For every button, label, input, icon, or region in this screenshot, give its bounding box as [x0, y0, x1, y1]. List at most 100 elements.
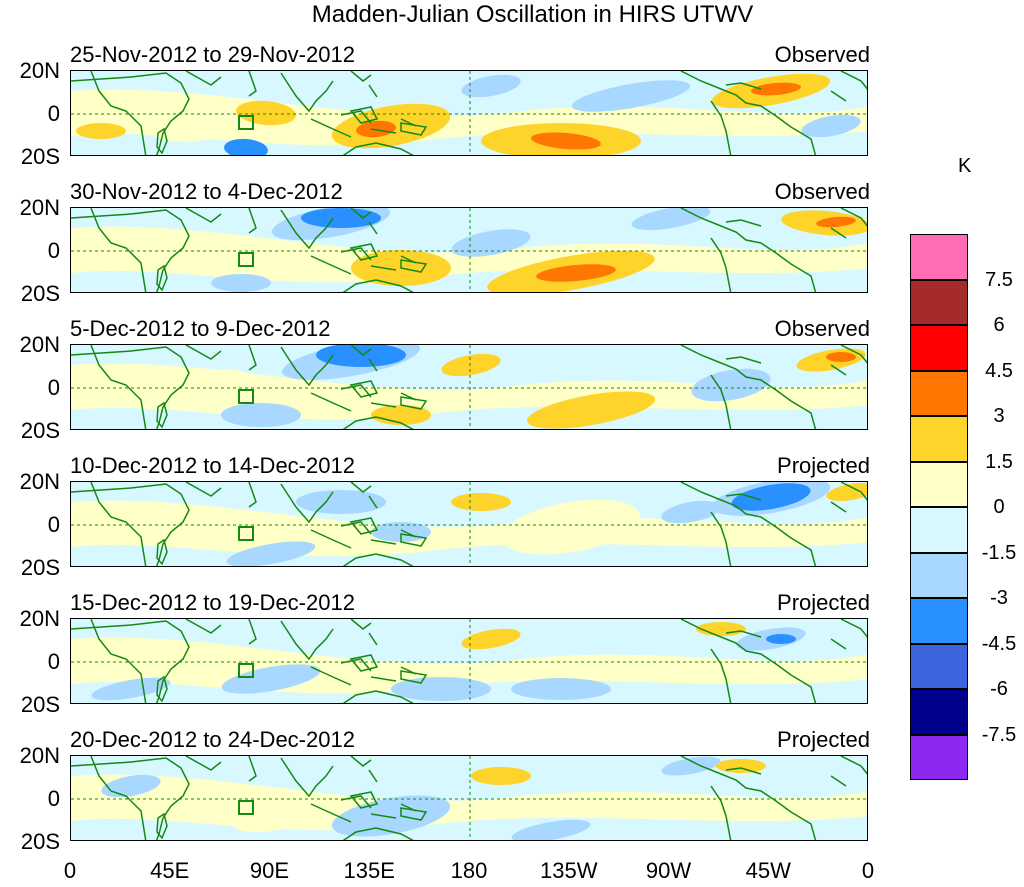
- positive-anomaly-band: [71, 774, 867, 831]
- coastline: [90, 756, 147, 840]
- latitude-label: 20N: [19, 469, 60, 494]
- coastline: [185, 208, 257, 234]
- coastline: [350, 208, 378, 235]
- positive-anomaly-contour: [231, 799, 311, 833]
- panel-date-range: 10-Dec-2012 to 14-Dec-2012: [70, 453, 355, 478]
- positive-anomaly-contour: [751, 82, 801, 96]
- colorbar-label: -7.5: [981, 723, 1017, 746]
- latitude-label: 0: [47, 375, 60, 400]
- positive-anomaly-contour: [451, 493, 511, 511]
- coastline: [830, 208, 867, 239]
- coastline: [342, 690, 414, 703]
- positive-anomaly-contour: [501, 499, 641, 555]
- latitude-label: 0: [47, 238, 60, 263]
- coastline: [185, 756, 257, 782]
- coastline: [156, 812, 168, 840]
- coastline: [349, 106, 428, 136]
- latitude-label: 20N: [19, 332, 60, 357]
- coastline: [349, 517, 428, 547]
- coastline: [90, 71, 147, 155]
- panel-status-tag: Projected: [777, 453, 870, 478]
- negative-anomaly-contour: [691, 368, 771, 402]
- coastline: [680, 71, 817, 155]
- coastline: [725, 219, 762, 227]
- negative-anomaly-contour: [91, 677, 171, 701]
- panel-date-range: 15-Dec-2012 to 19-Dec-2012: [70, 590, 355, 615]
- negative-anomaly-contour: [331, 795, 451, 837]
- colorbar-label: 7.5: [985, 268, 1013, 291]
- anomaly-map: [70, 755, 868, 841]
- colorbar-swatch: [910, 325, 968, 371]
- region-box: [238, 252, 254, 267]
- coastline: [710, 100, 732, 155]
- negative-anomaly-contour: [511, 819, 591, 840]
- coastline: [350, 619, 378, 646]
- negative-anomaly-contour: [661, 500, 721, 524]
- longitude-label: 45W: [745, 858, 791, 883]
- negative-anomaly-contour: [801, 114, 861, 138]
- positive-anomaly-contour: [356, 120, 396, 138]
- longitude-label: 90E: [249, 858, 290, 883]
- negative-anomaly-contour: [766, 634, 796, 644]
- longitude-label: 0: [63, 858, 77, 883]
- positive-anomaly-contour: [531, 132, 601, 150]
- negative-anomaly-contour: [221, 403, 301, 427]
- negative-anomaly-contour: [631, 208, 711, 231]
- anomaly-map: [70, 207, 868, 293]
- colorbar-swatch: [910, 734, 968, 780]
- panel-status-tag: Observed: [774, 316, 870, 341]
- colorbar-swatch: [910, 643, 968, 689]
- panel-date-range: 25-Nov-2012 to 29-Nov-2012: [70, 42, 355, 67]
- colorbar-swatch: [910, 234, 968, 280]
- latitude-label: 0: [47, 512, 60, 537]
- coastline: [185, 619, 257, 645]
- coastline: [342, 416, 414, 429]
- coastline: [310, 795, 417, 823]
- coastline: [680, 345, 817, 429]
- coastline: [71, 620, 190, 703]
- colorbar-swatch: [910, 689, 968, 735]
- positive-anomaly-contour: [76, 123, 126, 139]
- coastline: [185, 71, 257, 97]
- negative-anomaly-contour: [226, 541, 316, 566]
- negative-anomaly-contour: [301, 208, 381, 228]
- coastline: [90, 619, 147, 703]
- positive-anomaly-contour: [816, 216, 856, 228]
- latitude-label: 20N: [19, 743, 60, 768]
- coastline: [725, 630, 762, 638]
- positive-anomaly-contour: [236, 100, 296, 126]
- anomaly-map: [70, 481, 868, 567]
- coastline: [725, 493, 762, 501]
- region-box: [238, 800, 254, 815]
- colorbar-swatch: [910, 279, 968, 325]
- panel-status-tag: Observed: [774, 42, 870, 67]
- coastline: [680, 208, 817, 292]
- coastline: [830, 71, 867, 102]
- panel-date-range: 20-Dec-2012 to 24-Dec-2012: [70, 727, 355, 752]
- coastline: [349, 654, 428, 684]
- figure-title: Madden-Julian Oscillation in HIRS UTWV: [311, 1, 754, 28]
- coastline: [156, 538, 168, 566]
- coastline: [350, 345, 378, 372]
- coastline: [310, 658, 417, 686]
- coastline: [71, 346, 190, 429]
- colorbar-label: 4.5: [985, 359, 1013, 382]
- colorbar-swatch: [910, 507, 968, 553]
- coastline: [350, 756, 378, 783]
- longitude-label: 45E: [150, 858, 190, 883]
- positive-anomaly-contour: [471, 767, 531, 785]
- colorbar-swatch: [910, 370, 968, 416]
- positive-anomaly-contour: [716, 759, 766, 773]
- coastline: [680, 482, 817, 566]
- coastline: [710, 374, 732, 429]
- latitude-label: 20S: [20, 418, 60, 443]
- coastline: [350, 71, 378, 98]
- negative-anomaly-contour: [101, 774, 161, 798]
- coastline: [830, 482, 867, 513]
- coastline: [725, 82, 762, 90]
- negative-anomaly-contour: [571, 80, 691, 112]
- coastline: [280, 620, 334, 661]
- colorbar-swatch: [910, 552, 968, 598]
- negative-anomaly-contour: [221, 664, 321, 694]
- coastline: [725, 356, 762, 364]
